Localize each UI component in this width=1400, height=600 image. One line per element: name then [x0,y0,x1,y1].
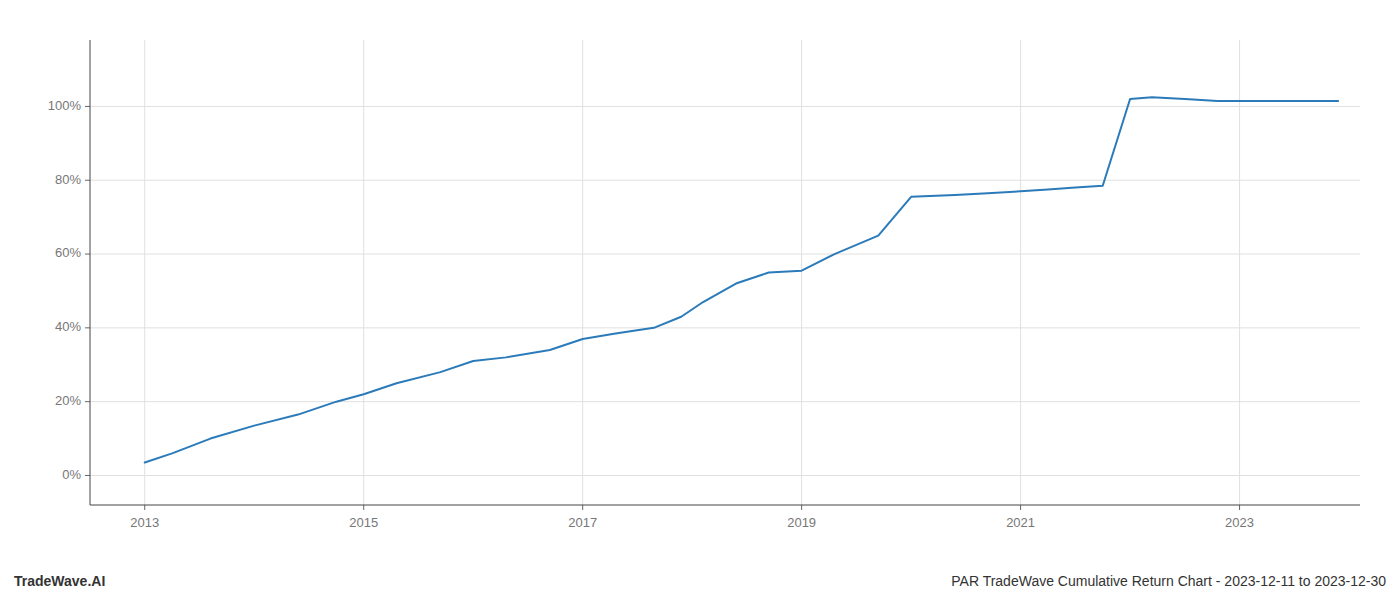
grid-line [801,40,802,505]
grid-line [90,327,1360,328]
tick-mark [363,505,364,510]
tick-mark [801,505,802,510]
grid-line [1020,40,1021,505]
grid-line [363,40,364,505]
tick-mark [85,254,90,255]
data-layer [145,97,1338,462]
tick-mark [85,106,90,107]
tick-label: 2015 [349,515,378,530]
footer-right: PAR TradeWave Cumulative Return Chart - … [951,573,1386,589]
tick-label: 40% [55,319,81,334]
tick-label: 60% [55,245,81,260]
axes: 0% 20% 40% 60% 80% 100% 2013 2015 2017 2019 2021 20… [48,40,1360,530]
tick-label: 2019 [787,515,816,530]
grid [90,40,1360,505]
grid-line [90,401,1360,402]
grid-line [1239,40,1240,505]
tick-mark [144,505,145,510]
chart: 0% 20% 40% 60% 80% 100% 2013 2015 2017 2019 2021 20… [0,0,1400,600]
tick-label: 20% [55,393,81,408]
tick-mark [1239,505,1240,510]
grid-line [90,254,1360,255]
tick-label: 100% [48,98,82,113]
tick-label: 2021 [1006,515,1035,530]
line [145,97,1338,462]
tick-label: 80% [55,172,81,187]
tick-mark [85,327,90,328]
tick-mark [85,180,90,181]
grid-line [582,40,583,505]
grid-line [144,40,145,505]
tick-label: 0% [62,467,81,482]
tick-label: 2017 [568,515,597,530]
tick-label: 2023 [1225,515,1254,530]
tick-mark [85,475,90,476]
x-axis-line [90,505,1360,506]
grid-line [90,475,1360,476]
tick-mark [1020,505,1021,510]
background [0,0,1400,600]
tick-mark [85,401,90,402]
grid-line [90,106,1360,107]
tick-mark [582,505,583,510]
y-axis-line [90,40,91,505]
footer-left: TradeWave.AI [14,573,105,589]
tick-label: 2013 [130,515,159,530]
grid-line [90,180,1360,181]
